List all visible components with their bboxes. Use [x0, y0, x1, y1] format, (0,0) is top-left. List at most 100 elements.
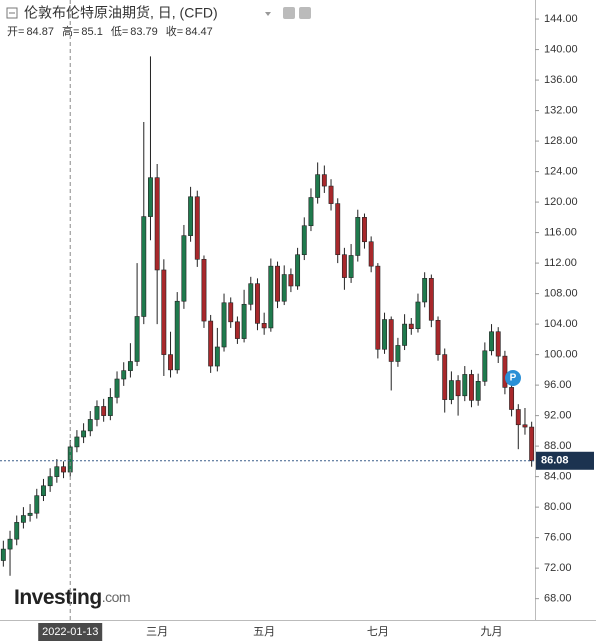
candle-body [355, 217, 361, 256]
last-price-label: 86.08 [541, 455, 569, 467]
candle-body [295, 254, 301, 287]
candle-body [395, 345, 401, 362]
candle-body [61, 466, 66, 473]
candle-body [301, 225, 307, 256]
y-tick-label: 88.00 [544, 440, 572, 452]
candle-body [469, 374, 474, 401]
candle-body [448, 380, 454, 400]
candle-body [375, 265, 381, 350]
candle-body [261, 323, 267, 329]
candle-body [428, 278, 434, 321]
x-tick-label: 九月 [481, 625, 503, 638]
candle-body [382, 319, 387, 350]
candle-body [509, 387, 515, 410]
candle-body [362, 217, 367, 243]
crosshair-label: 2022-01-13 [42, 626, 98, 638]
candle-body [148, 177, 153, 217]
legend-label: 开= [7, 26, 24, 38]
y-tick-label: 100.00 [544, 349, 578, 361]
legend-value: 85.1 [81, 26, 102, 38]
candle-body [134, 316, 140, 362]
candle-body [194, 196, 200, 260]
crosshair-label-box [38, 623, 103, 641]
candle-body [81, 430, 87, 438]
candle-body [0, 548, 6, 561]
candle-body [482, 350, 488, 382]
candle-body [54, 466, 60, 477]
candle-body [455, 380, 461, 397]
candle-body [415, 301, 421, 329]
candle-body [221, 302, 227, 348]
candle-body [20, 515, 26, 523]
event-marker[interactable] [505, 370, 521, 386]
close-icon[interactable] [299, 7, 311, 19]
candle-body [41, 485, 46, 496]
y-tick-label: 112.00 [544, 257, 577, 269]
logo-suffix: .com [102, 589, 130, 605]
candle-body [47, 476, 53, 487]
candle-body [495, 331, 501, 357]
legend-value: 83.79 [130, 26, 158, 38]
candle-body [94, 406, 100, 420]
candle-body [255, 283, 260, 324]
candle-body [522, 424, 528, 428]
y-tick-label: 132.00 [544, 104, 578, 116]
x-tick-label: 七月 [367, 625, 389, 638]
candle-body [161, 269, 167, 355]
candle-body [121, 370, 127, 380]
logo: Investing.com [14, 586, 130, 609]
candle-body [368, 241, 374, 267]
candle-body [168, 354, 173, 371]
dropdown-icon[interactable] [265, 12, 271, 16]
y-tick-label: 124.00 [544, 165, 578, 177]
settings-icon[interactable] [283, 7, 295, 19]
y-tick-label: 92.00 [544, 410, 572, 422]
candle-body [27, 512, 33, 516]
y-tick-label: 80.00 [544, 501, 572, 513]
candle-body [408, 323, 414, 329]
candle-body [208, 320, 214, 367]
y-tick-label: 136.00 [544, 74, 578, 86]
candle-body [475, 381, 481, 401]
collapse-icon[interactable] [6, 7, 18, 19]
candle-body [281, 274, 287, 302]
candle-body [127, 361, 133, 371]
candle-body [214, 346, 220, 367]
candle-body [402, 323, 408, 346]
candle-body [321, 174, 327, 187]
candle-body [462, 374, 468, 397]
candle-body [502, 355, 508, 388]
candle-body [201, 258, 207, 322]
candle-body [234, 321, 240, 339]
candle-body [34, 495, 40, 514]
legend-value: 84.87 [26, 26, 54, 38]
y-tick-label: 144.00 [544, 13, 578, 25]
candle-body [74, 436, 80, 448]
event-marker-label: P [510, 373, 517, 384]
candle-body [87, 419, 93, 432]
candle-body [248, 283, 254, 305]
y-tick-label: 76.00 [544, 532, 572, 544]
candle-body [435, 319, 441, 355]
candle-body [335, 203, 341, 256]
last-price-box [536, 451, 594, 470]
candle-body [529, 426, 535, 462]
candle-body [14, 522, 20, 540]
chart-title: 伦敦布伦特原油期货, 日, (CFD) [24, 5, 218, 21]
candle-body [341, 254, 347, 278]
ohlc-legend: 开=84.87高=85.1低=83.79收=84.47 [7, 24, 213, 38]
y-tick-label: 72.00 [544, 562, 572, 574]
legend-value: 84.47 [185, 26, 213, 38]
candle-body [315, 174, 321, 198]
y-tick-label: 96.00 [544, 379, 572, 391]
candle-body [114, 378, 120, 398]
y-tick-label: 120.00 [544, 196, 578, 208]
plot-area [0, 56, 535, 576]
legend-label: 低= [111, 25, 128, 38]
y-tick-label: 140.00 [544, 43, 578, 55]
candle-body [388, 319, 394, 362]
candle-body [328, 185, 334, 204]
candle-body [107, 397, 113, 416]
